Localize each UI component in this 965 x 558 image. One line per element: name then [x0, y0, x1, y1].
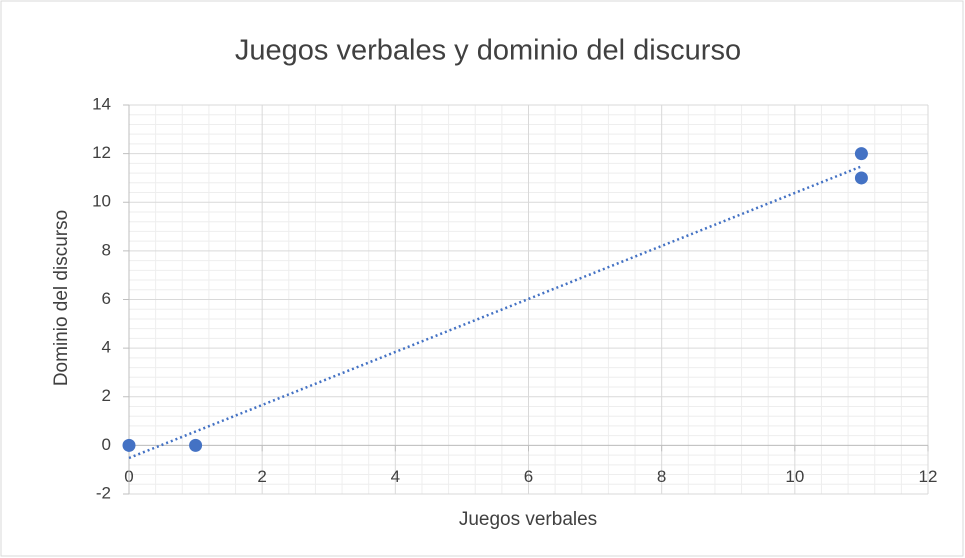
- y-tick-label: -2: [96, 483, 111, 502]
- x-tick-label: 2: [257, 467, 266, 486]
- x-axis-title: Juegos verbales: [459, 509, 597, 530]
- chart-title: Juegos verbales y dominio del discurso: [235, 35, 741, 67]
- y-axis-title: Dominio del discurso: [51, 210, 72, 386]
- point: [854, 171, 868, 185]
- y-tick-label: 0: [102, 435, 111, 454]
- point: [189, 438, 203, 452]
- x-tick-label: 8: [657, 467, 666, 486]
- y-tick-label: 10: [92, 192, 111, 211]
- y-tick-label: 12: [92, 143, 111, 162]
- point: [854, 147, 868, 161]
- x-tick-label: 12: [919, 467, 938, 486]
- y-tick-label: 14: [92, 94, 111, 113]
- x-tick-label: 10: [785, 467, 804, 486]
- trendline: [128, 165, 862, 460]
- y-tick-label: 6: [102, 289, 111, 308]
- x-tick-label: 6: [524, 467, 533, 486]
- x-tick-label: 4: [391, 467, 400, 486]
- y-tick-label: 4: [102, 338, 111, 357]
- y-tick-label: 2: [102, 386, 111, 405]
- point: [122, 438, 136, 452]
- y-tick-label: 8: [102, 240, 111, 259]
